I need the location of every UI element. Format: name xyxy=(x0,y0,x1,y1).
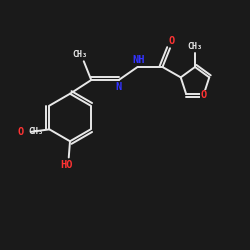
Text: HO: HO xyxy=(60,160,72,170)
Text: CH₃: CH₃ xyxy=(28,127,43,136)
Text: N: N xyxy=(116,82,122,92)
Text: O: O xyxy=(201,90,207,101)
Text: O: O xyxy=(168,36,174,46)
Text: CH₃: CH₃ xyxy=(72,50,88,59)
Text: O: O xyxy=(17,127,23,137)
Text: CH₃: CH₃ xyxy=(188,42,202,51)
Text: NH: NH xyxy=(132,55,145,65)
